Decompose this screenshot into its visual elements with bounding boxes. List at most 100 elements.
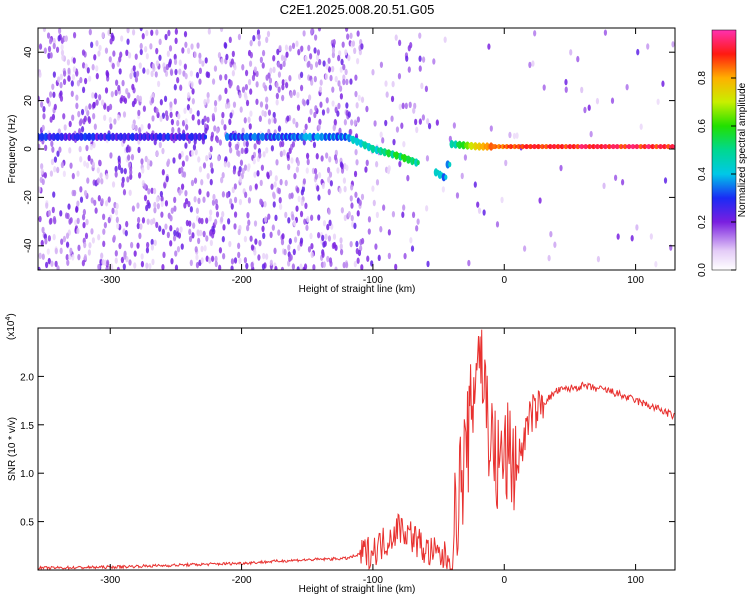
spectrogram-cell [79,76,83,84]
spectrogram-cell [309,108,313,115]
spectrogram-cell [174,68,178,76]
spectrogram-cell [239,159,244,166]
spectrogram-cell [257,33,261,41]
spectrogram-cell [275,92,279,100]
colorbar-tick-label: 0.6 [697,119,708,133]
spectrogram-cell [52,37,56,45]
spectrogram-cell [343,185,347,193]
spectrogram-cell [289,254,293,261]
spectrogram-cell [366,255,370,262]
spectrogram-cell [52,71,56,78]
spectrogram-cell [135,70,140,77]
spectrogram-cell [159,190,163,198]
spectrogram-cell [38,71,42,78]
spectrogram-cell [91,92,95,99]
spectrogram-cell [189,70,193,77]
spectrogram-cell [233,223,237,230]
spectrogram-cell [155,107,159,115]
spectrogram-cell [60,238,64,245]
spectrogram-cell [267,118,272,125]
spectrogram-cell [180,183,185,190]
spectrogram-cell [313,168,318,175]
spectrogram-cell [118,68,122,75]
spectrogram-cell [218,247,223,254]
spectrogram-cell [315,153,319,160]
spectrogram-cell [81,259,85,267]
spectrogram-cell [257,254,261,261]
spectrogram-cell [105,173,109,180]
spectrogram-cell [267,109,272,116]
spectrogram-cell [205,235,209,242]
spectrogram-cell [299,263,303,270]
spectrogram-cell [198,52,202,60]
spectrogram-cell [131,29,136,36]
spectrogram-cell [198,78,202,85]
spectrogram-cell [542,84,546,91]
spectrogram-cell [164,33,168,41]
spectrogram-cell [332,39,336,46]
svg-text:(x104): (x104) [5,313,17,340]
spectrogram-cell [59,90,63,97]
spectrogram-cell [354,90,358,98]
spectrogram-cell [265,103,269,110]
spectrogram-cell [51,206,55,214]
spectrogram-cell [228,141,232,148]
spectrogram-cell [299,237,304,244]
spectrogram-cell [126,176,130,183]
spectrogram-cell [327,188,331,196]
spectrogram-cell [111,62,115,70]
spectrogram-cell [277,125,282,132]
spectrogram-cell [218,264,222,270]
spectrogram-cell [616,233,620,240]
spectrogram-cell [184,118,188,125]
spectrogram-cell [290,157,294,164]
spectrogram-cell [523,245,527,252]
spectrogram-cell [131,122,135,130]
spectrogram-cell [150,187,154,194]
spectrogram-cell [418,118,422,125]
colorbar: 0.0 0.2 0.4 0.6 0.8 Normalized spectral ampl… [697,29,748,277]
spectrogram-cell [109,152,113,159]
spectrogram-cell [394,263,398,270]
spectrogram-cell [198,67,202,75]
spectrogram-cell [384,119,388,127]
spectrogram-cell [259,56,263,64]
spectrogram-cell [88,75,92,82]
spectrogram-cell [220,58,224,65]
spectrogram-cell [163,95,168,103]
spectrogram-cell [287,163,291,171]
spectrogram-cell [316,49,321,56]
spectrogram-cell [265,74,269,81]
spectrogram-cell [140,158,144,165]
spectrogram-cell [379,61,384,68]
spectrogram-cell [162,251,166,259]
spectrogram-cell [178,68,182,75]
spectrogram-cell [270,145,274,152]
spectrogram-cell [186,104,191,111]
spectrogram-cell [208,151,212,159]
spectrogram-cell [360,193,365,201]
spectrogram-cell [45,202,49,209]
spectrogram-cell [103,114,107,121]
spectrogram-cell [153,201,157,209]
spectrogram-cell [137,146,141,154]
spectrogram-cell [173,229,177,237]
spectrogram-cell [98,44,102,52]
spectrogram-cell [244,94,248,101]
spectrogram-cell [114,165,118,173]
spectrogram-cell [76,200,80,207]
spectrogram-cell [234,143,238,151]
spectrogram-cell [322,220,327,227]
spectrogram-cell [309,232,313,240]
spectrogram-cell [331,51,335,59]
spectrogram-cell [420,82,424,90]
spectrogram-cell [345,102,349,109]
spectrogram-cell [127,92,131,99]
spectrogram-cell [180,166,184,173]
spectrogram-cell [288,45,292,52]
spectrogram-cell [277,86,281,93]
spectrogram-cell [127,146,131,153]
spectrogram-cell [247,78,252,86]
spectrogram-cell [356,57,360,65]
snr-x-label: Height of straight line (km) [299,584,416,595]
